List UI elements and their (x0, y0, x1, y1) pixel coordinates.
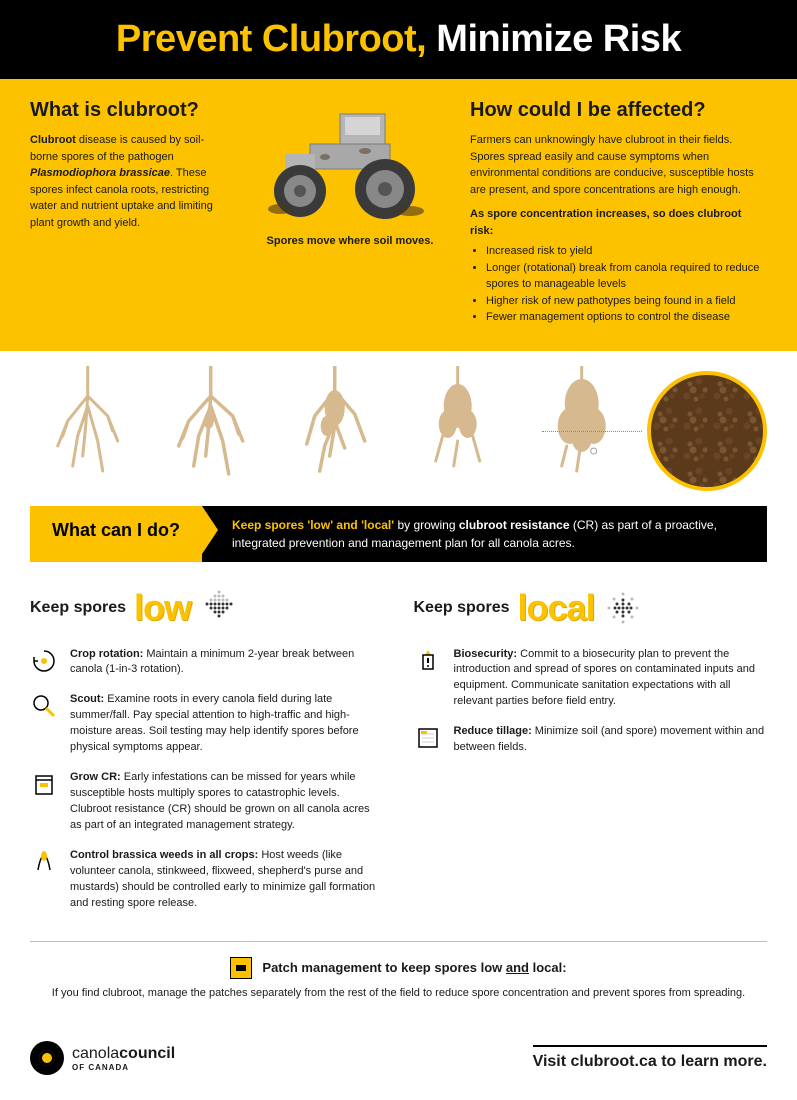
cluster-icon (603, 588, 643, 628)
footer: canolacouncil OF CANADA Visit clubroot.c… (0, 1026, 797, 1100)
low-big: low (134, 587, 191, 629)
weeds-icon (30, 848, 58, 876)
tillage-icon (414, 724, 442, 752)
tip-row: Reduce tillage: Minimize soil (and spore… (414, 724, 768, 756)
title-white: Minimize Risk (426, 18, 681, 60)
affected-bullet: Higher risk of new pathotypes being foun… (486, 293, 767, 310)
root-stage-2 (153, 366, 268, 496)
tip-row: Control brassica weeds in all crops: Hos… (30, 848, 384, 912)
logo-bold: council (119, 1045, 175, 1062)
tip-text: Biosecurity: Commit to a biosecurity pla… (454, 647, 768, 711)
action-tab: What can I do? (30, 506, 202, 562)
tip-row: Grow CR: Early infestations can be misse… (30, 770, 384, 834)
grow-cr-icon (30, 770, 58, 798)
title-banner: Prevent Clubroot, Minimize Risk (0, 0, 797, 79)
tip-text: Scout: Examine roots in every canola fie… (70, 692, 384, 756)
page-title: Prevent Clubroot, Minimize Risk (0, 18, 797, 61)
what-is-heading: What is clubroot? (30, 99, 230, 122)
scout-icon (30, 692, 58, 720)
patch-heading: Patch management to keep spores low and … (230, 957, 566, 979)
action-bar: What can I do? Keep spores 'low' and 'lo… (30, 506, 767, 562)
visit-link[interactable]: Visit clubroot.ca to learn more. (533, 1045, 767, 1071)
logo-main: canola (72, 1045, 119, 1062)
biosecurity-icon (414, 647, 442, 675)
affected-heading: How could I be affected? (470, 99, 767, 122)
root-stage-1 (30, 366, 145, 496)
affected-bullet: Fewer management options to control the … (486, 309, 767, 326)
root-stage-4 (400, 366, 515, 496)
patch-body: If you find clubroot, manage the patches… (30, 985, 767, 1002)
patch-heading-text: Patch management to keep spores low and … (262, 960, 566, 975)
logo-subtext: OF CANADA (72, 1063, 175, 1072)
what-is-column: What is clubroot? Clubroot disease is ca… (30, 99, 230, 326)
low-heading: Keep spores low (30, 587, 384, 629)
affected-body: Farmers can unknowingly have clubroot in… (470, 132, 767, 198)
tip-text: Crop rotation: Maintain a minimum 2-year… (70, 647, 384, 679)
what-is-body: Clubroot disease is caused by soil-borne… (30, 132, 230, 231)
low-label: Keep spores (30, 599, 126, 617)
roots-illustration-row (0, 351, 797, 496)
local-column: Keep spores local Biosecurity: Commit to… (414, 587, 768, 926)
local-label: Keep spores (414, 599, 510, 617)
arrow-down-icon (199, 588, 239, 628)
logo-text: canolacouncil (72, 1045, 175, 1063)
tip-text: Reduce tillage: Minimize soil (and spore… (454, 724, 768, 756)
local-heading: Keep spores local (414, 587, 768, 629)
tip-text: Control brassica weeds in all crops: Hos… (70, 848, 384, 912)
affected-bullet: Increased risk to yield (486, 243, 767, 260)
logo-mark-icon (30, 1041, 64, 1075)
intro-band: What is clubroot? Clubroot disease is ca… (0, 79, 797, 351)
affected-subhead: As spore concentration increases, so doe… (470, 206, 767, 239)
patch-section: Patch management to keep spores low and … (30, 941, 767, 1017)
tractor-illustration (245, 99, 445, 229)
root-stage-3 (277, 366, 392, 496)
affected-list: Increased risk to yield Longer (rotation… (470, 243, 767, 326)
affected-column: How could I be affected? Farmers can unk… (470, 99, 767, 326)
logo: canolacouncil OF CANADA (30, 1041, 175, 1075)
low-column: Keep spores low Crop rotation: Maintain … (30, 587, 384, 926)
tip-row: Scout: Examine roots in every canola fie… (30, 692, 384, 756)
local-big: local (518, 587, 595, 629)
patch-icon (230, 957, 252, 979)
tip-row: Biosecurity: Commit to a biosecurity pla… (414, 647, 768, 711)
tips-columns: Keep spores low Crop rotation: Maintain … (0, 587, 797, 926)
tractor-tagline: Spores move where soil moves. (245, 235, 455, 247)
title-yellow: Prevent Clubroot, (116, 18, 426, 60)
rotation-icon (30, 647, 58, 675)
callout-line (542, 431, 642, 432)
tractor-column: Spores move where soil moves. (245, 99, 455, 326)
tip-text: Grow CR: Early infestations can be misse… (70, 770, 384, 834)
spore-closeup-icon (647, 371, 767, 491)
affected-bullet: Longer (rotational) break from canola re… (486, 260, 767, 293)
action-body: Keep spores 'low' and 'local' by growing… (202, 506, 767, 562)
tip-row: Crop rotation: Maintain a minimum 2-year… (30, 647, 384, 679)
